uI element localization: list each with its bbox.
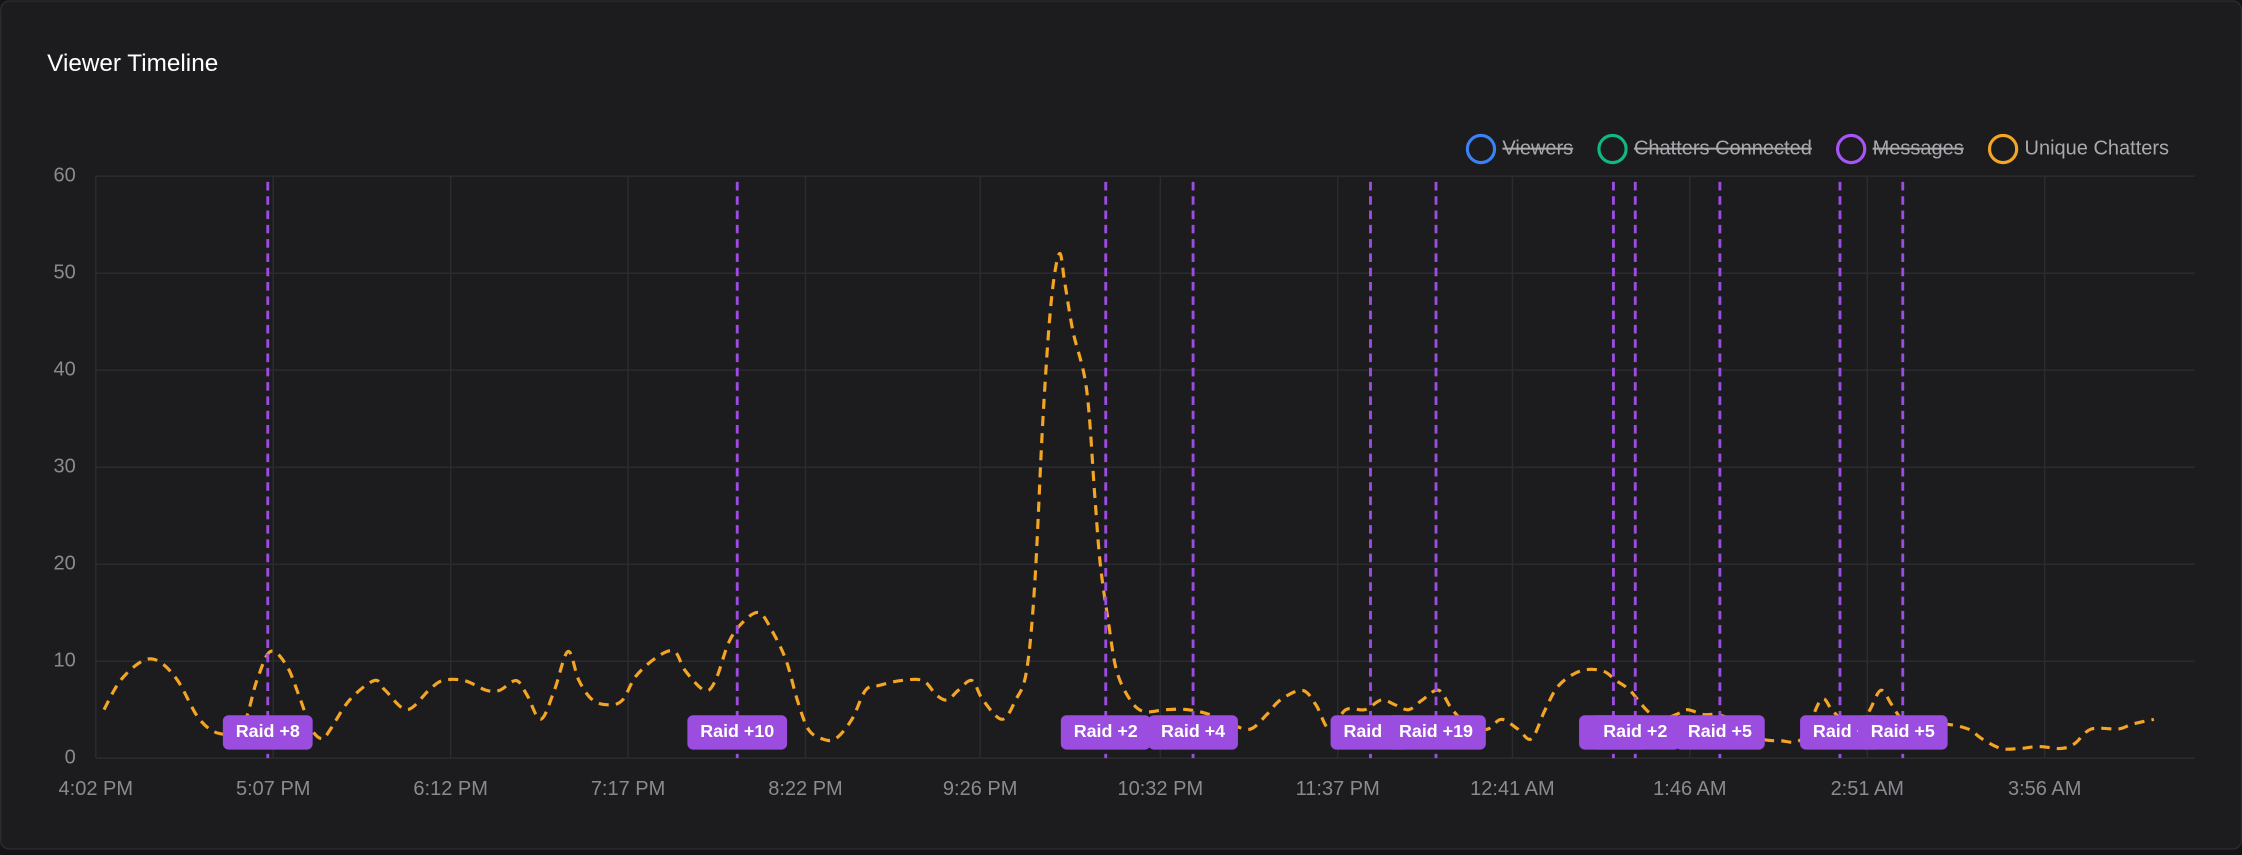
y-tick-label: 20 — [54, 552, 76, 574]
x-tick-label: 3:56 AM — [2008, 778, 2081, 800]
legend-label: Messages — [1873, 137, 1964, 159]
legend-item[interactable]: Messages — [1836, 133, 1964, 165]
x-tick-label: 10:32 PM — [1118, 778, 1204, 800]
raid-label-bg — [1674, 715, 1765, 750]
x-tick-label: 1:46 AM — [1653, 778, 1726, 800]
raid-label-text: Raid +19 — [1399, 721, 1473, 741]
raid-label-bg — [1590, 715, 1681, 750]
y-tick-label: 30 — [54, 455, 76, 477]
x-tick-label: 12:41 AM — [1470, 778, 1555, 800]
raid-label-text: Raid +2 — [1603, 721, 1667, 741]
raid-label: Raid +4 — [1148, 715, 1238, 750]
y-tick-label: 50 — [54, 261, 76, 283]
raid-label-bg — [1386, 715, 1486, 750]
raid-label-text: Raid +2 — [1074, 721, 1138, 741]
series-line — [102, 252, 2155, 751]
legend-label: Viewers — [1502, 137, 1573, 159]
x-tick-label: 6:12 PM — [413, 778, 487, 800]
raid-label-text: Raid +4 — [1161, 721, 1225, 741]
raid-label-text: Raid +5 — [1871, 721, 1935, 741]
raid-label: Raid +2 — [1060, 715, 1151, 750]
chart-title: Viewer Timeline — [47, 50, 218, 77]
legend-label: Chatters Connected — [1634, 137, 1812, 159]
raid-label-text: Raid +10 — [700, 721, 774, 741]
y-tick-label: 10 — [54, 649, 76, 671]
legend-item[interactable]: Chatters Connected — [1597, 133, 1812, 165]
raid-label-bg — [687, 715, 788, 750]
raid-label-text: Raid +8 — [236, 721, 300, 741]
y-tick-label: 60 — [54, 164, 76, 186]
legend-label: Unique Chatters — [2025, 137, 2170, 159]
x-tick-label: 8:22 PM — [768, 778, 842, 800]
x-tick-label: 4:02 PM — [59, 778, 133, 800]
raid-label-bg — [222, 715, 313, 750]
raid-label-text: Raid + — [1813, 721, 1867, 741]
raid-label-bg — [1060, 715, 1151, 750]
x-tick-label: 11:37 PM — [1296, 778, 1380, 800]
raid-label: Raid +10 — [687, 715, 788, 750]
legend-swatch — [1597, 133, 1628, 165]
legend-item[interactable]: Unique Chatters — [1987, 133, 2170, 165]
raid-label: Raid +5 — [1857, 715, 1948, 750]
raid-label-text: Raid +5 — [1688, 721, 1752, 741]
y-tick-label: 0 — [65, 746, 76, 768]
raid-label-text: Raid + — [1343, 721, 1397, 741]
legend-item[interactable]: Viewers — [1465, 133, 1573, 165]
y-tick-label: 40 — [54, 358, 76, 380]
legend-swatch — [1987, 133, 2019, 165]
raid-label-bg — [1148, 715, 1238, 750]
raid-label: Raid +2 — [1590, 715, 1681, 750]
x-tick-label: 7:17 PM — [591, 778, 665, 800]
raid-label-bg — [1857, 715, 1948, 750]
legend-swatch — [1836, 133, 1867, 165]
raid-label: Raid +8 — [222, 715, 313, 750]
x-tick-label: 5:07 PM — [236, 778, 310, 800]
legend-swatch — [1465, 133, 1497, 165]
raid-label: Raid +19 — [1386, 715, 1486, 750]
x-tick-label: 9:26 PM — [943, 778, 1017, 800]
raid-label: Raid +5 — [1674, 715, 1765, 750]
x-tick-label: 2:51 AM — [1831, 778, 1904, 800]
